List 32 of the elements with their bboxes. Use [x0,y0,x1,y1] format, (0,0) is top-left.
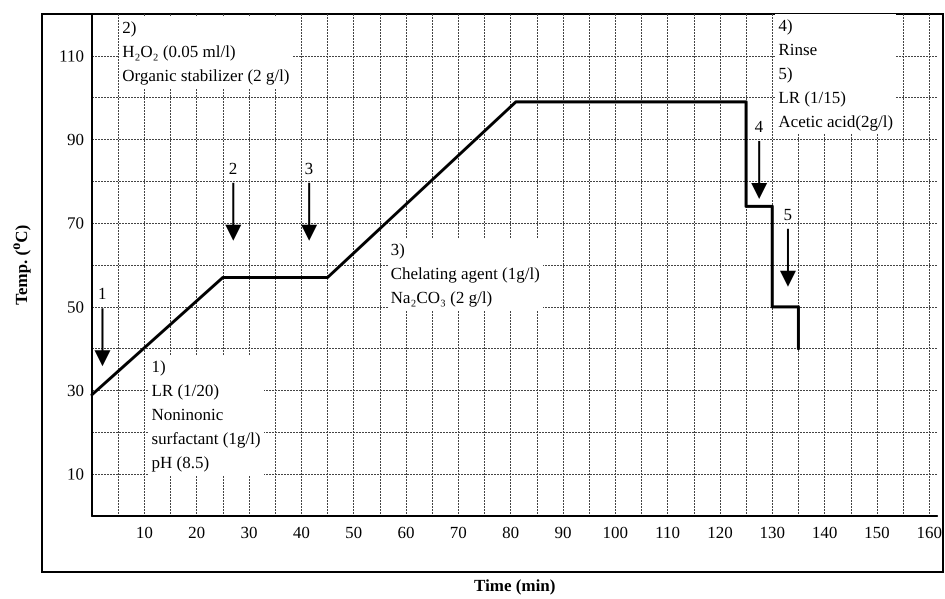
annotation: 2) H₂O₂ (0.05 ml/l) Organic stabilizer (2 g/l) [119,16,292,88]
x-tick-label: 90 [554,523,572,542]
annotation: 2 [228,158,238,180]
x-tick-label: 100 [602,523,628,542]
x-tick-label: 140 [812,523,838,542]
x-tick-label: 70 [450,523,467,542]
x-tick-label: 80 [502,523,520,542]
annotation: 4 [754,116,764,138]
y-tick-label: 90 [67,130,84,149]
annotation: 1) LR (1/20) Noninonic surfactant (1g/l) pH (8.5) [148,354,264,475]
x-tick-label: 160 [916,523,942,542]
annotation: 4) Rinse 5) LR (1/15) Acetic acid(2g/l) [775,14,896,134]
x-tick-label: 10 [136,523,153,542]
x-tick-label: 130 [760,523,786,542]
x-tick-label: 20 [188,523,206,542]
x-tick-label: 30 [240,523,258,542]
x-tick-label: 40 [292,523,310,542]
annotation: 3 [304,158,314,180]
annotation: 1 [98,283,106,306]
x-tick-label: 120 [707,523,733,542]
x-tick-label: 50 [345,523,362,542]
x-tick-label: 60 [397,523,414,542]
y-tick-label: 110 [59,46,84,66]
y-tick-label: 50 [67,297,84,316]
y-tick-label: 70 [67,214,84,233]
annotation: 5 [783,204,792,226]
y-tick-label: 10 [67,464,84,484]
annotation: 3) Chelating agent (1g/l) Na₂CO₃ (2 g/l) [388,238,543,310]
y-tick-label: 30 [67,381,84,400]
x-tick-label: 150 [864,523,890,542]
x-tick-label: 110 [655,523,680,542]
x-axis-title: Time (min) [474,576,556,596]
